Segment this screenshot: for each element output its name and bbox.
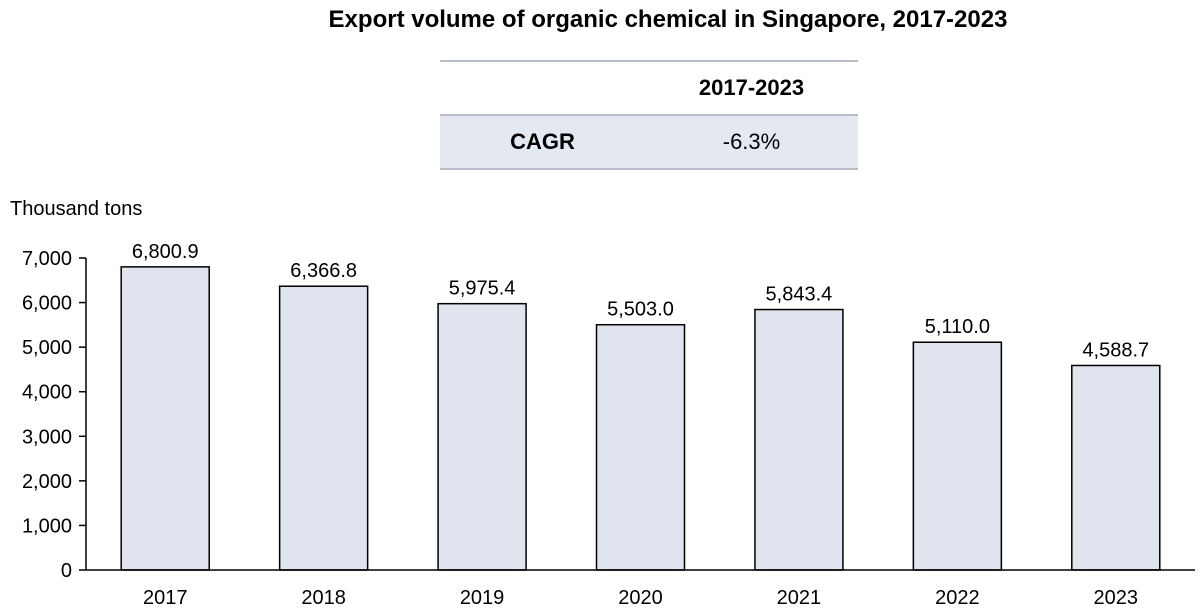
data-label-2022: 5,110.0	[925, 316, 990, 338]
y-tick-label: 5,000	[22, 337, 72, 359]
cagr-period-header: 2017-2023	[645, 60, 858, 115]
cagr-table-header-row: 2017-2023	[440, 60, 858, 115]
cagr-table-data-row: CAGR -6.3%	[440, 114, 858, 170]
data-label-2017: 6,800.9	[132, 241, 199, 263]
data-label-2020: 5,503.0	[607, 299, 674, 321]
y-tick-label: 7,000	[22, 248, 72, 270]
x-tick-label-2021: 2021	[777, 587, 822, 609]
bar-2021	[754, 308, 844, 571]
bar-2023	[1071, 364, 1161, 571]
y-tick-label: 2,000	[22, 471, 72, 493]
y-axis-unit-label: Thousand tons	[10, 198, 143, 220]
bar-2017	[120, 266, 210, 571]
x-tick-label-2022: 2022	[935, 587, 980, 609]
x-tick-label-2020: 2020	[618, 587, 663, 609]
data-label-2023: 4,588.7	[1082, 339, 1149, 361]
cagr-row-value: -6.3%	[645, 114, 858, 170]
y-tick-label: 0	[61, 560, 72, 582]
data-label-2018: 6,366.8	[290, 260, 357, 282]
y-tick-label: 6,000	[22, 293, 72, 315]
data-label-2019: 5,975.4	[449, 278, 516, 300]
y-tick-label: 4,000	[22, 382, 72, 404]
cagr-table: 2017-2023 CAGR -6.3%	[440, 60, 858, 170]
y-tick-label: 1,000	[22, 515, 72, 537]
x-tick-label-2018: 2018	[301, 587, 346, 609]
data-label-2021: 5,843.4	[766, 284, 833, 306]
x-tick-label-2023: 2023	[1094, 587, 1139, 609]
bar-2019	[437, 302, 527, 571]
bar-2020	[595, 323, 686, 571]
y-tick-label: 3,000	[22, 426, 72, 448]
x-tick-label-2019: 2019	[460, 587, 505, 609]
cagr-table-header-blank	[440, 60, 645, 115]
bar-2018	[278, 285, 369, 571]
chart-title: Export volume of organic chemical in Sin…	[328, 6, 1008, 33]
x-tick-label-2017: 2017	[143, 587, 188, 609]
cagr-row-label: CAGR	[440, 114, 645, 170]
bar-2022	[912, 341, 1003, 571]
